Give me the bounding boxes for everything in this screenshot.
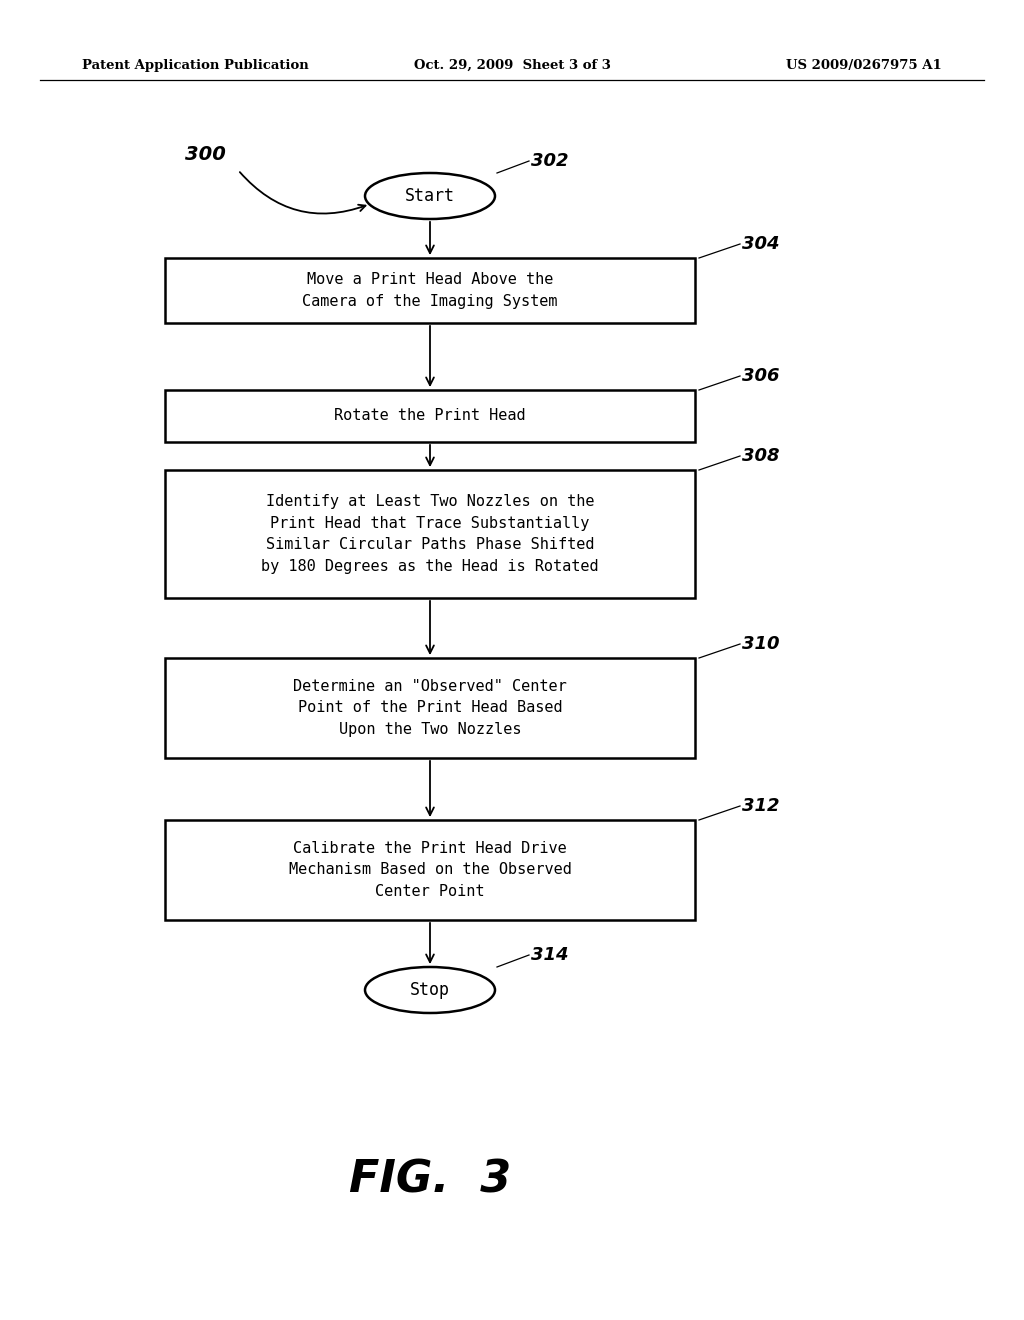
FancyBboxPatch shape xyxy=(165,470,695,598)
Ellipse shape xyxy=(365,173,495,219)
Text: 304: 304 xyxy=(742,235,779,253)
Text: Determine an "Observed" Center
Point of the Print Head Based
Upon the Two Nozzle: Determine an "Observed" Center Point of … xyxy=(293,678,567,737)
Text: 308: 308 xyxy=(742,447,779,465)
Text: 312: 312 xyxy=(742,797,779,814)
FancyBboxPatch shape xyxy=(165,389,695,442)
Text: Oct. 29, 2009  Sheet 3 of 3: Oct. 29, 2009 Sheet 3 of 3 xyxy=(414,59,610,73)
Text: 310: 310 xyxy=(742,635,779,653)
FancyBboxPatch shape xyxy=(165,257,695,323)
Text: FIG.  3: FIG. 3 xyxy=(349,1159,511,1201)
Text: Stop: Stop xyxy=(410,981,450,999)
Text: Rotate the Print Head: Rotate the Print Head xyxy=(334,408,525,424)
Text: Patent Application Publication: Patent Application Publication xyxy=(82,59,309,73)
Text: Start: Start xyxy=(406,187,455,205)
Text: US 2009/0267975 A1: US 2009/0267975 A1 xyxy=(786,59,942,73)
FancyBboxPatch shape xyxy=(165,657,695,758)
Text: 306: 306 xyxy=(742,367,779,385)
Text: Move a Print Head Above the
Camera of the Imaging System: Move a Print Head Above the Camera of th… xyxy=(302,272,558,309)
FancyBboxPatch shape xyxy=(165,820,695,920)
Text: 314: 314 xyxy=(531,946,568,964)
Text: Calibrate the Print Head Drive
Mechanism Based on the Observed
Center Point: Calibrate the Print Head Drive Mechanism… xyxy=(289,841,571,899)
Text: 302: 302 xyxy=(531,152,568,170)
Text: 300: 300 xyxy=(185,145,226,165)
Text: Identify at Least Two Nozzles on the
Print Head that Trace Substantially
Similar: Identify at Least Two Nozzles on the Pri… xyxy=(261,494,599,574)
Ellipse shape xyxy=(365,968,495,1012)
